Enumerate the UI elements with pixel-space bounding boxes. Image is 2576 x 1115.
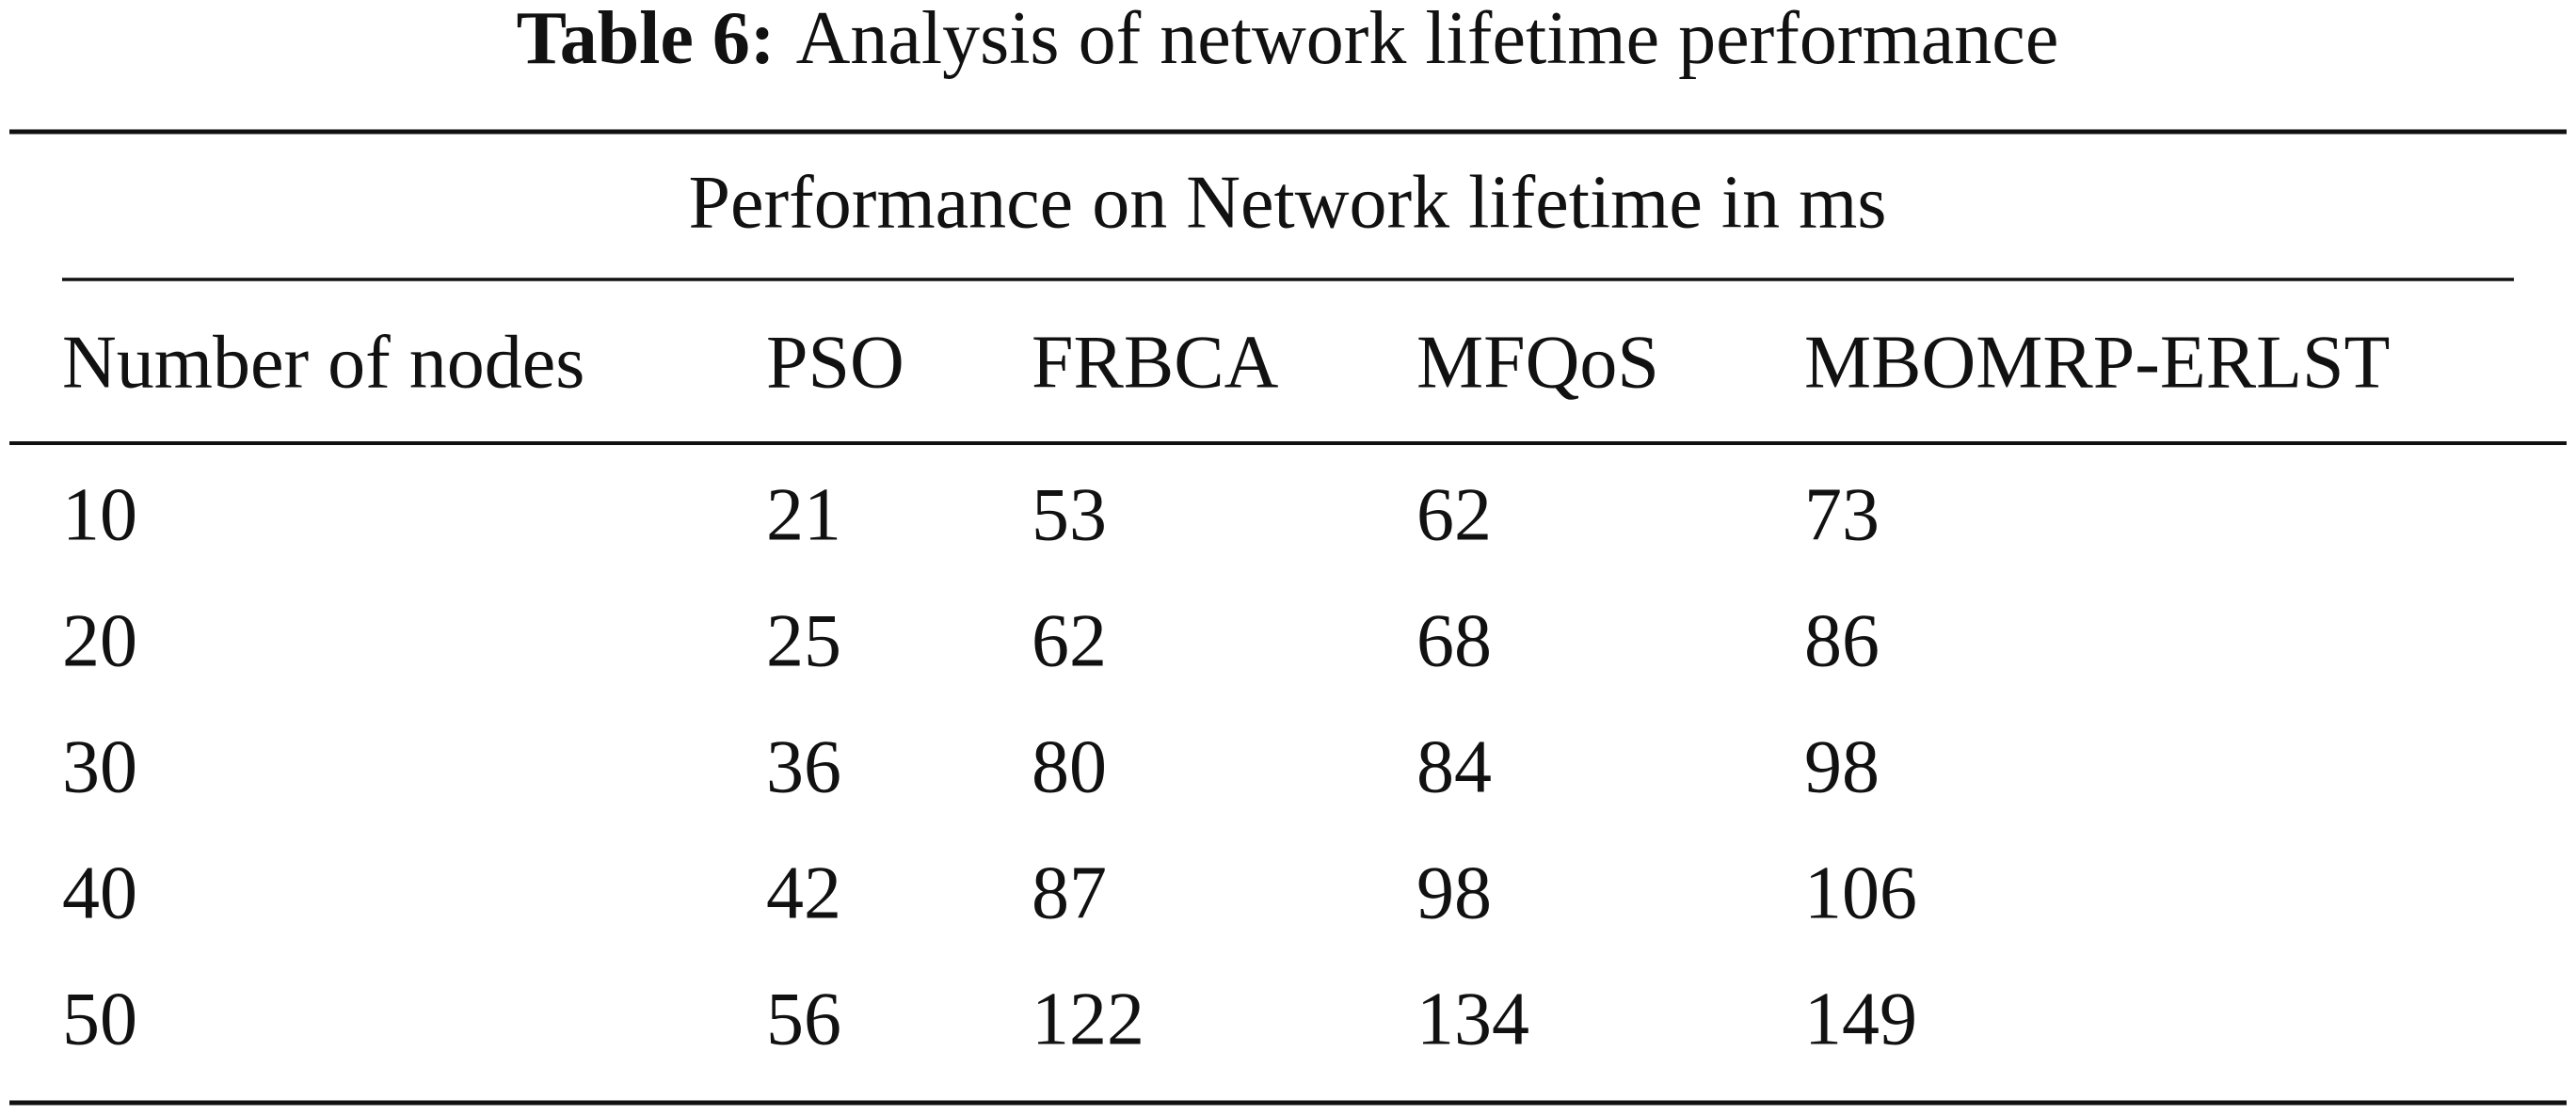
table-cell: 87 — [1032, 852, 1107, 934]
table-cell: 53 — [1032, 473, 1107, 556]
table-cell: 122 — [1032, 978, 1144, 1060]
row-header-cell: 40 — [62, 852, 137, 934]
group-header: Performance on Network lifetime in ms — [689, 161, 1887, 244]
table-cell: 106 — [1804, 852, 1917, 934]
row-header-cell: 30 — [62, 725, 137, 808]
row-header-cell: 10 — [62, 473, 137, 556]
column-header: Number of nodes — [62, 321, 584, 404]
table-cell: 84 — [1416, 725, 1492, 808]
table-cell: 98 — [1416, 852, 1492, 934]
table-cell: 25 — [766, 599, 841, 682]
column-header: PSO — [766, 321, 904, 404]
column-header: FRBCA — [1032, 321, 1279, 404]
table-cell: 73 — [1804, 473, 1880, 556]
caption-text: Analysis of network lifetime performance — [796, 0, 2059, 80]
table-cell: 80 — [1032, 725, 1107, 808]
table-cell: 42 — [766, 852, 841, 934]
caption-label: Table 6: — [517, 0, 776, 80]
table-cell: 134 — [1416, 978, 1529, 1060]
row-header-cell: 50 — [62, 978, 137, 1060]
table-cell: 62 — [1032, 599, 1107, 682]
table-cell: 36 — [766, 725, 841, 808]
row-header-cell: 20 — [62, 599, 137, 682]
table-cell: 21 — [766, 473, 841, 556]
column-header: MBOMRP-ERLST — [1804, 321, 2390, 404]
table-cell: 68 — [1416, 599, 1492, 682]
table-cell: 56 — [766, 978, 841, 1060]
table-cell: 98 — [1804, 725, 1880, 808]
table-cell: 62 — [1416, 473, 1492, 556]
table-cell: 149 — [1804, 978, 1917, 1060]
caption: Table 6: Analysis of network lifetime per… — [517, 0, 2059, 80]
table-cell: 86 — [1804, 599, 1880, 682]
column-header: MFQoS — [1416, 321, 1659, 404]
